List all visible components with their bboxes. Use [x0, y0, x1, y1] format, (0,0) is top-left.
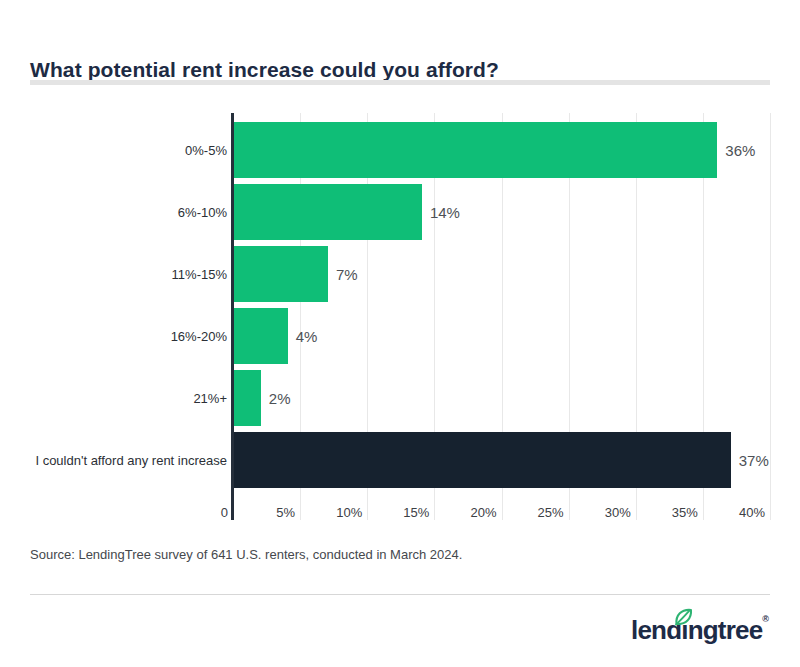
bar — [234, 370, 261, 426]
value-label: 7% — [336, 266, 358, 283]
bar-track: 4% — [234, 308, 771, 364]
bar-track: 2% — [234, 370, 771, 426]
bottom-divider — [30, 594, 770, 595]
bar-chart: 0%-5% 36% 6%-10% 14% 11%-15% 7% 16%-20% … — [0, 113, 800, 520]
category-label: I couldn't afford any rent increase — [0, 453, 227, 468]
bar-track: 37% — [234, 432, 771, 488]
leaf-icon — [673, 605, 694, 631]
title-divider — [30, 80, 770, 85]
x-tick-label: 5% — [240, 505, 295, 520]
page-title: What potential rent increase could you a… — [30, 58, 499, 82]
x-tick-label: 35% — [643, 505, 698, 520]
category-label: 21%+ — [0, 391, 227, 406]
x-axis-ticks: 0 5% 10% 15% 20% 25% 30% 35% 40% — [0, 502, 800, 520]
x-tick-label: 15% — [374, 505, 429, 520]
bar-row: 11%-15% 7% — [0, 243, 800, 305]
bar-track: 36% — [234, 122, 771, 178]
x-tick-label: 40% — [710, 505, 765, 520]
bar-row: 16%-20% 4% — [0, 305, 800, 367]
lendingtree-logo: lend ıngtree® — [631, 617, 769, 643]
x-tick-label: 20% — [442, 505, 497, 520]
value-label: 2% — [269, 390, 291, 407]
x-tick-label: 10% — [307, 505, 362, 520]
x-tick-label: 25% — [509, 505, 564, 520]
category-label: 11%-15% — [0, 267, 227, 282]
value-label: 4% — [296, 328, 318, 345]
bar-rows: 0%-5% 36% 6%-10% 14% 11%-15% 7% 16%-20% … — [0, 119, 800, 491]
bar-row: 6%-10% 14% — [0, 181, 800, 243]
category-label: 16%-20% — [0, 329, 227, 344]
value-label: 36% — [725, 142, 755, 159]
bar — [234, 122, 717, 178]
bar-row: I couldn't afford any rent increase 37% — [0, 429, 800, 491]
x-tick-label: 0 — [173, 505, 228, 520]
bar-track: 14% — [234, 184, 771, 240]
value-label: 14% — [430, 204, 460, 221]
category-label: 0%-5% — [0, 143, 227, 158]
source-note: Source: LendingTree survey of 641 U.S. r… — [30, 547, 462, 562]
value-label: 37% — [739, 452, 769, 469]
logo-text-after: ngtree — [688, 615, 763, 645]
bar-track: 7% — [234, 246, 771, 302]
bar — [234, 184, 422, 240]
registered-mark: ® — [762, 614, 769, 624]
infographic-page: What potential rent increase could you a… — [0, 0, 800, 667]
x-tick-label: 30% — [576, 505, 631, 520]
bar — [234, 246, 328, 302]
bar-row: 21%+ 2% — [0, 367, 800, 429]
bar — [234, 308, 288, 364]
category-label: 6%-10% — [0, 205, 227, 220]
bar-row: 0%-5% 36% — [0, 119, 800, 181]
bar — [234, 432, 731, 488]
logo-leaf-letter: ı — [681, 617, 687, 643]
